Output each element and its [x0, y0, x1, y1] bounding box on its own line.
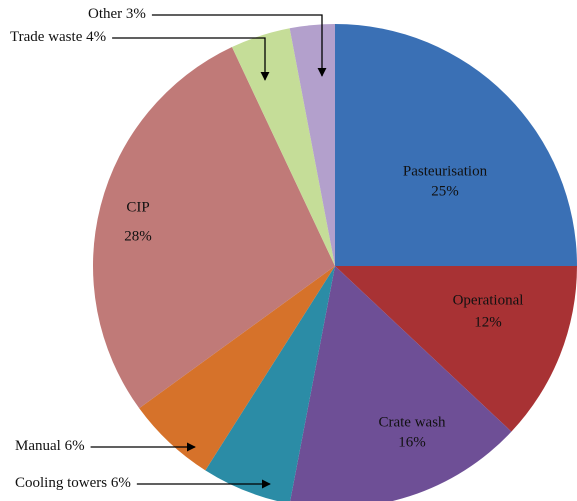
pie: [93, 24, 577, 501]
slice-label: Cooling towers 6%: [15, 475, 131, 491]
pie-slice: [205, 266, 335, 501]
pie-slice: [335, 24, 577, 266]
leader-arrow: [151, 14, 327, 77]
slice-value-label: 6%: [111, 475, 131, 491]
leader-arrow: [112, 37, 270, 81]
slice-label: Trade waste 4%: [10, 29, 106, 45]
slice-value-label: 4%: [86, 29, 106, 45]
slice-label: Crate wash: [378, 414, 446, 430]
slice-name: Other: [88, 6, 122, 22]
slice-label: Manual 6%: [15, 438, 85, 454]
slice-name: Trade waste: [10, 29, 83, 45]
slice-label: Other 3%: [88, 6, 146, 22]
labels: Pasteurisation 25% Operational 12% Crate was…: [10, 6, 523, 491]
slice-value-label: 3%: [126, 6, 146, 22]
pie-slice: [139, 266, 335, 471]
slice-value-label: 16%: [398, 434, 426, 450]
slice-value-label: 6%: [65, 438, 85, 454]
slice-name: Cooling towers: [15, 475, 107, 491]
slice-value-label: 12%: [474, 314, 502, 330]
pie-slice: [231, 28, 335, 267]
pie-slice: [335, 266, 577, 432]
slice-label: CIP: [126, 199, 149, 215]
slice-value-label: 25%: [431, 183, 459, 199]
pie-slice: [93, 47, 335, 409]
slice-name: Manual: [15, 438, 61, 454]
pie-slice: [289, 24, 335, 266]
slice-label: Operational: [453, 292, 524, 308]
slice-label: Pasteurisation: [403, 163, 488, 179]
pie-slice: [290, 266, 512, 501]
slice-value-label: 28%: [124, 228, 152, 244]
